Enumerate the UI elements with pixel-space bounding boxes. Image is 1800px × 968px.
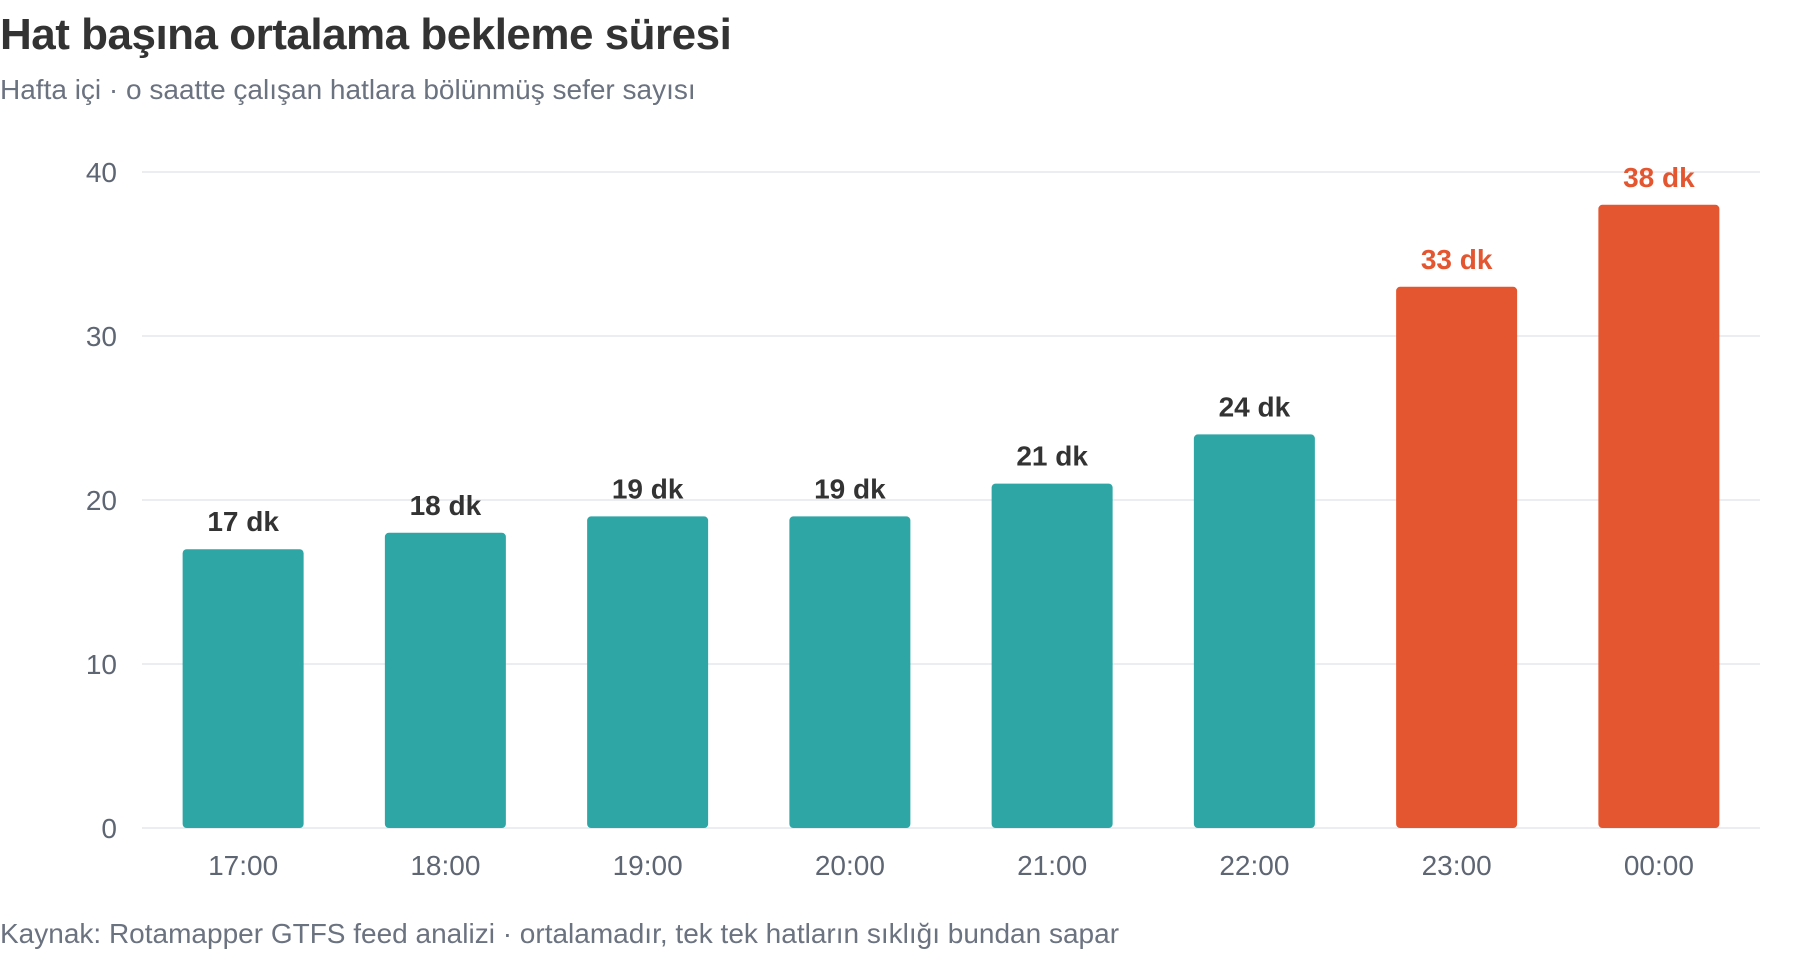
bar-1700 [182,549,304,828]
x-tick-label: 23:00 [1422,850,1492,881]
x-tick-label: 21:00 [1017,850,1087,881]
x-tick-label: 17:00 [208,850,278,881]
y-tick-label: 20 [86,485,117,516]
value-label: 21 dk [1016,441,1088,472]
y-tick-label: 0 [101,813,117,844]
x-tick-label: 22:00 [1219,850,1289,881]
y-axis-ticks: 0 10 20 30 40 [86,157,117,844]
x-tick-label: 19:00 [613,850,683,881]
x-axis-ticks: 17:00 18:00 19:00 20:00 21:00 22:00 23:00 00:00 [208,850,1694,881]
x-tick-label: 00:00 [1624,850,1694,881]
chart-subtitle: Hafta içi · o saatte çalışan hatlara böl… [0,74,696,105]
bars [182,204,1720,829]
bar-2000 [789,516,911,828]
bar-2200 [1193,434,1315,828]
value-label: 33 dk [1421,244,1493,275]
value-label: 19 dk [814,473,886,504]
value-label: 24 dk [1219,391,1291,422]
bar-2300 [1396,286,1518,828]
value-labels: 17 dk 18 dk 19 dk 19 dk 21 dk 24 dk 33 dk 38 dk [207,162,1695,537]
bar-2100 [991,483,1113,828]
bar-1800 [384,532,506,828]
y-tick-label: 40 [86,157,117,188]
chart-source-note: Kaynak: Rotamapper GTFS feed analizi · o… [0,918,1120,949]
value-label: 18 dk [410,490,482,521]
bar-0000 [1598,204,1720,829]
x-tick-label: 20:00 [815,850,885,881]
chart-title: Hat başına ortalama bekleme süresi [0,10,732,59]
y-tick-label: 10 [86,649,117,680]
x-tick-label: 18:00 [410,850,480,881]
grid-lines [142,171,1760,829]
y-tick-label: 30 [86,321,117,352]
bar-1900 [587,516,709,828]
value-label: 17 dk [207,506,279,537]
value-label: 19 dk [612,473,684,504]
value-label: 38 dk [1623,162,1695,193]
